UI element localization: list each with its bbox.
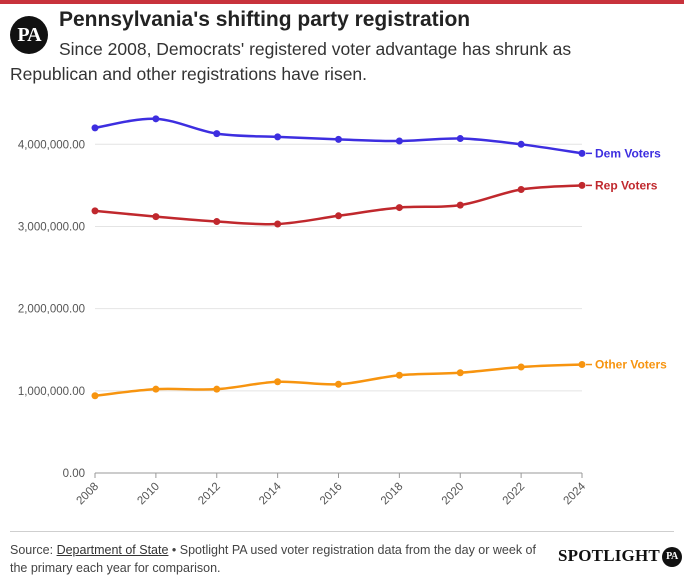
data-point[interactable] (91, 392, 99, 400)
data-point[interactable] (152, 213, 160, 221)
gridlines (95, 143, 582, 474)
data-point[interactable] (335, 135, 342, 143)
series-label: Dem Voters (595, 146, 661, 160)
y-tick-label: 0.00 (63, 468, 85, 480)
data-point[interactable] (517, 140, 525, 148)
y-tick-label: 1,000,000.00 (18, 386, 85, 398)
series-label: Rep Voters (595, 178, 658, 192)
data-point[interactable] (91, 207, 99, 215)
footer-divider (10, 531, 674, 532)
x-tick-label: 2022 (501, 481, 528, 508)
brand-wordmark: SPOTLIGHT (558, 546, 660, 565)
line-chart: 0.00 1,000,000.00 2,000,000.00 3,000,000.00… (18, 115, 667, 507)
top-accent-bar (0, 0, 684, 4)
data-point[interactable] (456, 135, 464, 143)
source-note: Source: Department of State • Spotlight … (10, 541, 540, 577)
y-axis-tick-labels: 0.00 1,000,000.00 2,000,000.00 3,000,000.00… (18, 139, 85, 480)
spotlight-pa-logo: PA (10, 16, 48, 54)
spotlight-pa-brand: SPOTLIGHT PA (558, 546, 682, 567)
series-label: Other Voters (595, 358, 667, 372)
series-labels: Dem Voters Rep Voters Other Voters (586, 146, 667, 372)
series-points (91, 115, 586, 400)
data-point[interactable] (395, 371, 403, 379)
x-tick-label: 2020 (440, 481, 467, 508)
data-point[interactable] (395, 204, 403, 212)
y-tick-label: 3,000,000.00 (18, 221, 85, 233)
data-point[interactable] (152, 115, 160, 123)
x-tick-label: 2018 (379, 481, 406, 508)
data-point[interactable] (213, 385, 221, 393)
data-point[interactable] (395, 137, 403, 145)
x-tick-label: 2014 (257, 480, 284, 507)
data-point[interactable] (91, 124, 99, 132)
data-point[interactable] (274, 133, 282, 141)
x-tick-label: 2010 (135, 481, 162, 508)
data-point[interactable] (578, 181, 586, 189)
data-point[interactable] (152, 385, 160, 393)
data-point[interactable] (335, 212, 342, 220)
y-tick-label: 2,000,000.00 (18, 304, 85, 316)
x-tick-label: 2008 (75, 481, 102, 508)
data-point[interactable] (274, 378, 282, 386)
data-point[interactable] (517, 363, 525, 371)
source-prefix: Source: (10, 543, 57, 557)
source-link[interactable]: Department of State (56, 543, 169, 557)
x-axis: 2008 2010 2012 2014 2016 2018 2020 2022 2024 (75, 473, 589, 507)
x-tick-label: 2012 (196, 481, 223, 508)
data-point[interactable] (517, 186, 525, 193)
data-point[interactable] (213, 218, 221, 226)
x-tick-label: 2024 (562, 480, 589, 507)
data-point[interactable] (335, 380, 342, 388)
data-point[interactable] (274, 220, 282, 228)
data-point[interactable] (456, 201, 464, 209)
data-point[interactable] (578, 361, 586, 369)
series-lines (94, 117, 583, 397)
chart-subtitle: Since 2008, Democrats' registered voter … (10, 39, 572, 84)
data-point[interactable] (213, 130, 221, 138)
data-point[interactable] (578, 149, 586, 157)
x-tick-label: 2016 (318, 481, 345, 508)
chart-title: Pennsylvania's shifting party registrati… (59, 8, 471, 31)
data-point[interactable] (456, 369, 464, 377)
y-tick-label: 4,000,000.00 (18, 139, 85, 151)
brand-pa-icon: PA (661, 547, 682, 567)
